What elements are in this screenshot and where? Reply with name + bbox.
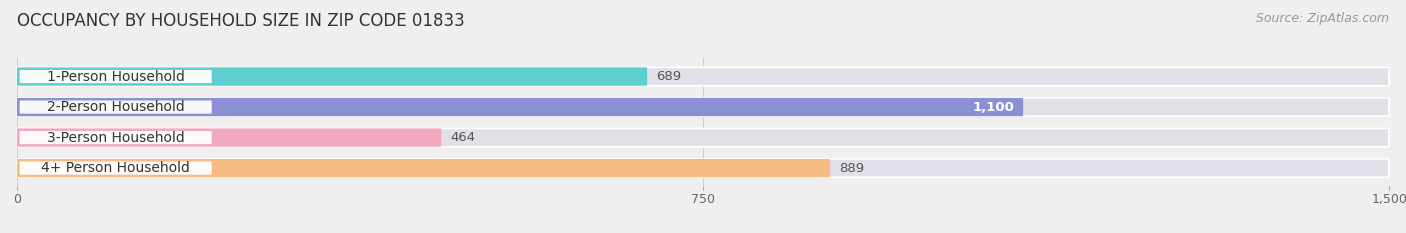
FancyBboxPatch shape [17, 98, 1024, 116]
FancyBboxPatch shape [17, 128, 1389, 147]
FancyBboxPatch shape [17, 159, 830, 177]
Text: 2-Person Household: 2-Person Household [46, 100, 184, 114]
Text: Source: ZipAtlas.com: Source: ZipAtlas.com [1256, 12, 1389, 25]
FancyBboxPatch shape [17, 128, 441, 147]
FancyBboxPatch shape [20, 70, 212, 83]
Text: 689: 689 [657, 70, 682, 83]
FancyBboxPatch shape [20, 131, 212, 144]
FancyBboxPatch shape [17, 159, 1389, 177]
FancyBboxPatch shape [17, 67, 1389, 86]
Text: 889: 889 [839, 162, 865, 175]
Text: 4+ Person Household: 4+ Person Household [41, 161, 190, 175]
FancyBboxPatch shape [20, 161, 212, 175]
FancyBboxPatch shape [17, 98, 1389, 116]
Text: 3-Person Household: 3-Person Household [46, 130, 184, 145]
Text: 1-Person Household: 1-Person Household [46, 70, 184, 84]
Text: OCCUPANCY BY HOUSEHOLD SIZE IN ZIP CODE 01833: OCCUPANCY BY HOUSEHOLD SIZE IN ZIP CODE … [17, 12, 464, 30]
FancyBboxPatch shape [20, 100, 212, 114]
Text: 1,100: 1,100 [972, 101, 1014, 113]
Text: 464: 464 [450, 131, 475, 144]
FancyBboxPatch shape [17, 67, 647, 86]
